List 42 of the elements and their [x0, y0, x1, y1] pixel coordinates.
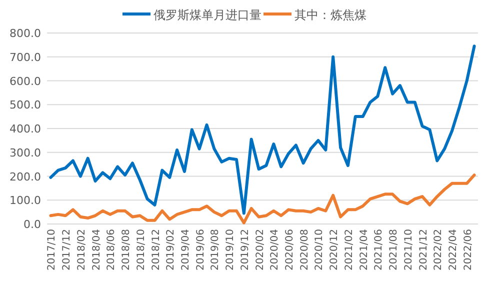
y-tick-label: 600.0 — [10, 74, 41, 88]
line-series — [49, 174, 476, 224]
x-tick-label: 2017/10 — [46, 229, 58, 271]
y-tick-label: 700.0 — [10, 50, 41, 64]
x-tick-label: 2019/12 — [240, 229, 251, 271]
x-tick-label: 2019/10 — [225, 229, 236, 271]
y-tick-label: 400.0 — [10, 122, 41, 136]
y-tick-label: 200.0 — [10, 170, 41, 184]
x-tick-label: 2021/02 — [344, 229, 355, 271]
legend-label: 其中：炼焦煤 — [294, 8, 366, 22]
x-tick-label: 2022/04 — [448, 229, 459, 271]
x-tick-label: 2018/04 — [91, 229, 102, 271]
y-tick-label: 0.0 — [24, 218, 41, 231]
x-tick-label: 2020/12 — [329, 229, 340, 271]
x-tick-label: 2018/06 — [106, 229, 118, 271]
y-tick-label: 800.0 — [10, 27, 41, 40]
x-tick-label: 2020/08 — [299, 229, 310, 271]
x-tick-label: 2020/10 — [314, 229, 326, 271]
x-tick-label: 2020/06 — [284, 229, 296, 271]
x-tick-label: 2021/04 — [358, 229, 370, 271]
y-tick-label: 300.0 — [10, 146, 41, 160]
legend-label: 俄罗斯煤单月进口量 — [154, 8, 262, 22]
x-tick-label: 2021/06 — [374, 229, 385, 271]
x-tick-label: 2021/08 — [388, 229, 400, 271]
x-tick-label: 2019/06 — [195, 229, 206, 271]
x-tick-label: 2019/08 — [210, 229, 222, 271]
x-tick-label: 2022/06 — [462, 229, 474, 271]
x-tick-label: 2018/10 — [136, 229, 147, 271]
x-tick-label: 2017/12 — [62, 229, 73, 271]
x-tick-label: 2018/12 — [150, 229, 162, 271]
y-tick-label: 100.0 — [10, 194, 41, 208]
line-series — [49, 44, 476, 215]
x-tick-label: 2020/02 — [254, 229, 266, 271]
x-tick-label: 2021/10 — [403, 229, 414, 271]
x-tick-label: 2018/02 — [76, 229, 88, 271]
x-tick-label: 2019/04 — [180, 229, 192, 271]
x-tick-label: 2022/02 — [433, 229, 444, 271]
y-tick-label: 500.0 — [10, 98, 41, 112]
x-tick-label: 2021/12 — [418, 229, 430, 271]
x-tick-label: 2020/04 — [270, 229, 281, 271]
x-tick-label: 2019/02 — [166, 229, 177, 271]
x-tick-label: 2018/08 — [121, 229, 132, 271]
